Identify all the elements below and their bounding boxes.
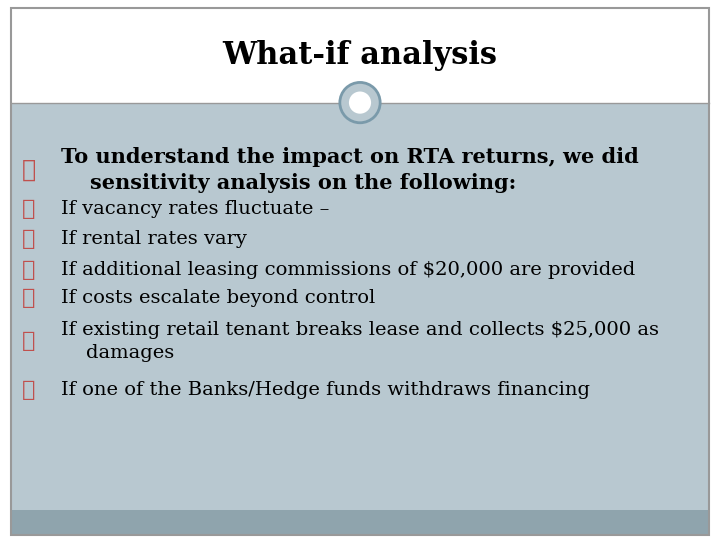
FancyBboxPatch shape	[11, 510, 709, 535]
Text: To understand the impact on RTA returns, we did
    sensitivity analysis on the : To understand the impact on RTA returns,…	[61, 147, 639, 193]
Text: ∾: ∾	[22, 287, 35, 309]
Text: ∾: ∾	[22, 379, 35, 401]
Text: What-if analysis: What-if analysis	[222, 40, 498, 71]
Ellipse shape	[340, 83, 380, 123]
Text: If costs escalate beyond control: If costs escalate beyond control	[61, 289, 375, 307]
Text: ∾: ∾	[22, 158, 36, 181]
Text: ∾: ∾	[22, 330, 35, 352]
Text: ∾: ∾	[22, 259, 35, 281]
FancyBboxPatch shape	[11, 103, 709, 510]
Text: ∾: ∾	[22, 198, 35, 220]
Text: If additional leasing commissions of $20,000 are provided: If additional leasing commissions of $20…	[61, 261, 636, 279]
Text: If existing retail tenant breaks lease and collects $25,000 as
    damages: If existing retail tenant breaks lease a…	[61, 321, 660, 362]
Text: ∾: ∾	[22, 228, 35, 250]
Ellipse shape	[349, 91, 371, 114]
FancyBboxPatch shape	[11, 8, 709, 103]
Text: If vacancy rates fluctuate –: If vacancy rates fluctuate –	[61, 200, 330, 218]
Text: If rental rates vary: If rental rates vary	[61, 230, 247, 248]
Text: If one of the Banks/Hedge funds withdraws financing: If one of the Banks/Hedge funds withdraw…	[61, 381, 590, 399]
